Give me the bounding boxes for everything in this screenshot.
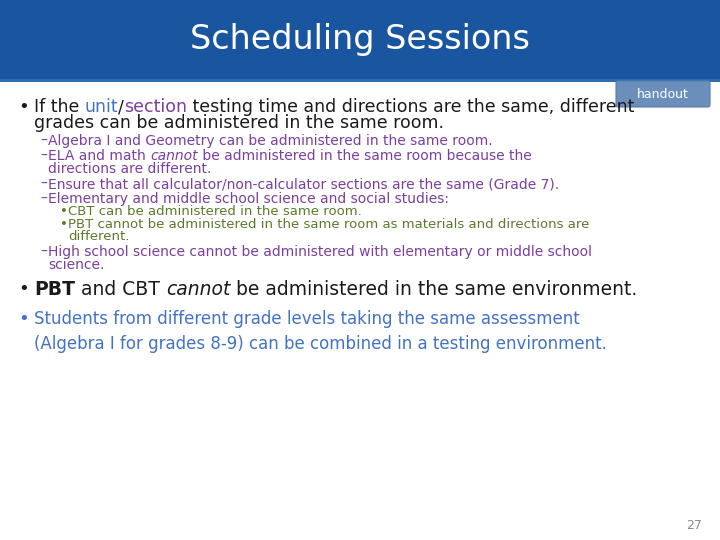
Text: unit: unit [85, 98, 119, 116]
Text: testing time and directions are the same, different: testing time and directions are the same… [187, 98, 635, 116]
Text: Algebra I and Geometry can be administered in the same room.: Algebra I and Geometry can be administer… [48, 134, 492, 148]
Text: be administered in the same environment.: be administered in the same environment. [230, 280, 637, 299]
Text: be administered in the same room because the: be administered in the same room because… [198, 149, 531, 163]
Text: –: – [40, 177, 47, 191]
Bar [0, 0, 720, 80]
Text: /: / [119, 98, 125, 116]
Text: –: – [40, 192, 47, 206]
Text: section: section [125, 98, 187, 116]
Text: –: – [40, 134, 47, 148]
Text: High school science cannot be administered with elementary or middle school: High school science cannot be administer… [48, 245, 592, 259]
Text: Students from different grade levels taking the same assessment
(Algebra I for g: Students from different grade levels tak… [34, 310, 607, 353]
Text: •: • [18, 310, 29, 328]
Text: ELA and math: ELA and math [48, 149, 150, 163]
Text: •: • [60, 205, 68, 218]
Text: science.: science. [48, 258, 104, 272]
Text: •: • [18, 280, 29, 298]
Text: Scheduling Sessions: Scheduling Sessions [190, 24, 530, 57]
Text: grades can be administered in the same room.: grades can be administered in the same r… [34, 114, 444, 132]
Bar [0, 79, 720, 82]
Text: –: – [40, 245, 47, 259]
Text: directions are different.: directions are different. [48, 162, 212, 176]
Text: different.: different. [68, 230, 130, 243]
Text: PBT: PBT [34, 280, 75, 299]
Text: cannot: cannot [166, 280, 230, 299]
Text: Elementary and middle school science and social studies:: Elementary and middle school science and… [48, 192, 449, 206]
Text: If the: If the [34, 98, 85, 116]
Text: handout: handout [637, 87, 689, 100]
Text: •: • [60, 218, 68, 231]
Text: •: • [18, 98, 29, 116]
FancyBboxPatch shape [616, 81, 710, 107]
Text: PBT cannot be administered in the same room as materials and directions are: PBT cannot be administered in the same r… [68, 218, 590, 231]
Text: CBT can be administered in the same room.: CBT can be administered in the same room… [68, 205, 361, 218]
Text: 27: 27 [686, 519, 702, 532]
Text: –: – [40, 149, 47, 163]
Text: cannot: cannot [150, 149, 198, 163]
Text: and CBT: and CBT [75, 280, 166, 299]
Text: Ensure that all calculator/non-calculator sections are the same (Grade 7).: Ensure that all calculator/non-calculato… [48, 177, 559, 191]
